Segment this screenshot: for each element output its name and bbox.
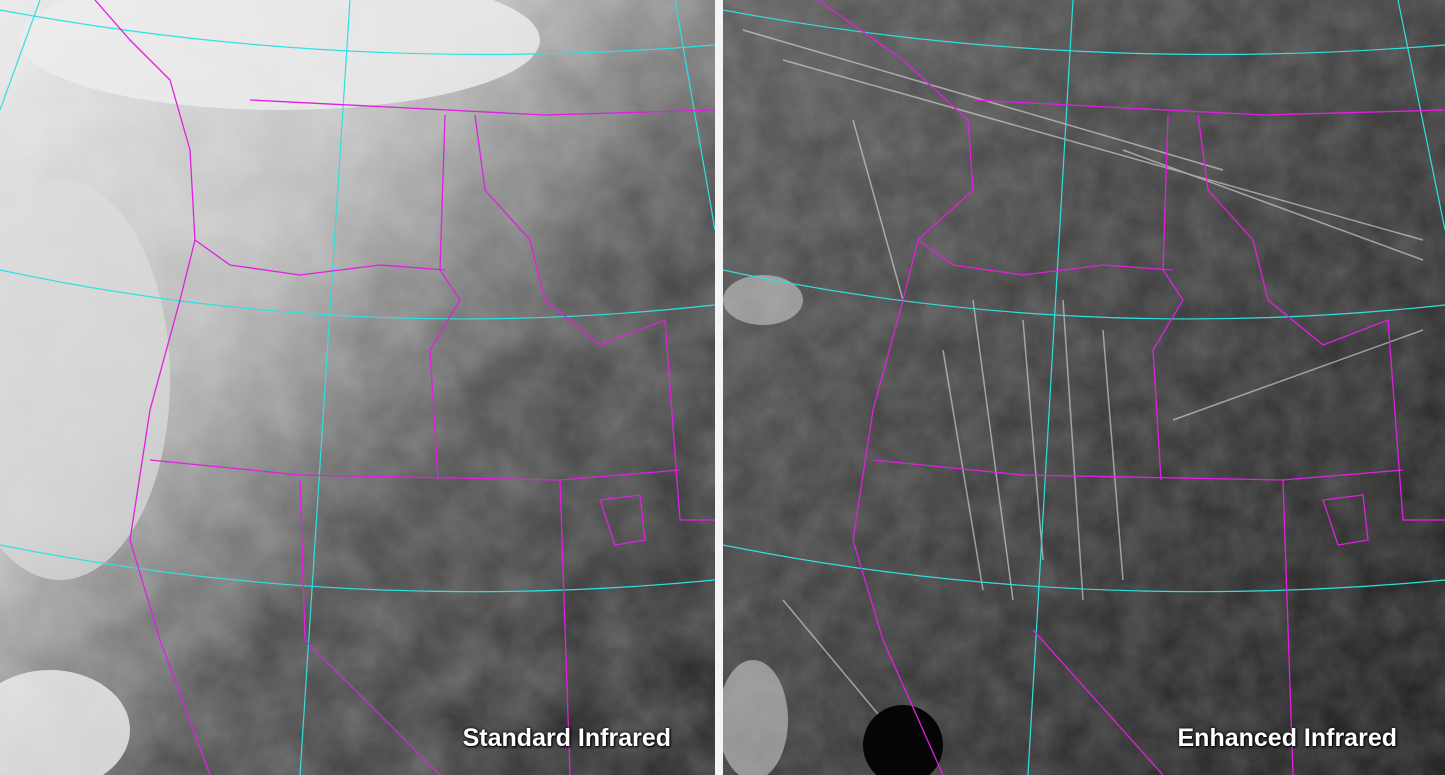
enhanced-infrared-image xyxy=(723,0,1445,775)
standard-infrared-panel: Standard Infrared xyxy=(0,0,715,775)
lat-lon-grid xyxy=(0,0,715,775)
enhanced-infrared-panel: Enhanced Infrared xyxy=(723,0,1445,775)
enhanced-infrared-label: Enhanced Infrared xyxy=(1177,724,1398,752)
panel-divider xyxy=(715,0,723,775)
state-boundaries xyxy=(817,0,1445,775)
lat-lon-grid xyxy=(723,0,1445,775)
standard-infrared-label: Standard Infrared xyxy=(462,724,671,752)
standard-infrared-image xyxy=(0,0,715,775)
state-boundaries xyxy=(94,0,715,775)
